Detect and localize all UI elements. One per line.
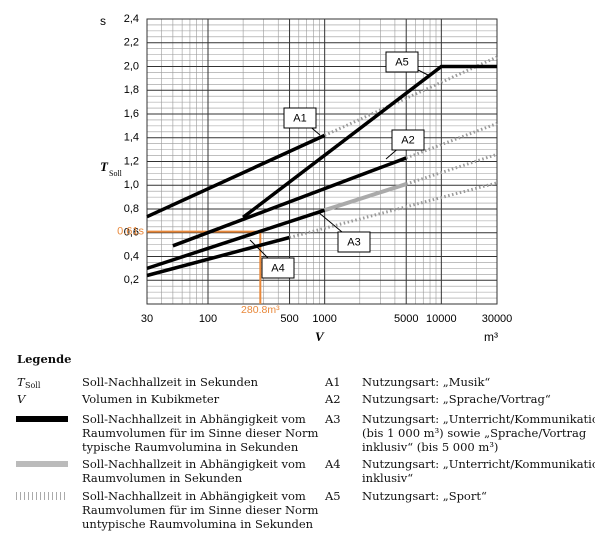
series-line — [146, 235, 290, 278]
series-label: A3 — [347, 236, 360, 248]
plot-frame — [146, 18, 498, 305]
y-tick-label: 0,6 — [124, 227, 139, 239]
x-tick-label: 30000 — [482, 313, 513, 325]
legend-symbol: A5 — [325, 489, 341, 503]
legend-symbol: A3 — [325, 412, 341, 426]
x-tick-label: 5000 — [394, 313, 418, 325]
callout-box — [385, 51, 419, 73]
legend-text: Nutzungsart: „Unterricht/Kommunikation — [362, 457, 595, 471]
y-tick-label: 0,2 — [124, 274, 139, 286]
callout-box — [391, 129, 425, 151]
series-line — [405, 122, 498, 160]
legend-text: Soll-Nachhallzeit in Abhängigkeit vom — [82, 412, 306, 426]
legend-text: (bis 1 000 m³) sowie „Sprache/Vortrag — [362, 426, 587, 440]
y-tick-label: 1,4 — [124, 132, 139, 144]
legend-swatch — [16, 492, 68, 500]
legend-symbol: V — [17, 392, 26, 406]
y-tick-label: 0,8 — [124, 203, 139, 215]
y-unit: s — [100, 14, 106, 28]
x-tick-label: 100 — [199, 313, 217, 325]
legend-text: Soll-Nachhallzeit in Abhängigkeit vom — [82, 457, 306, 471]
legend-symbol: A2 — [325, 392, 341, 406]
x-tick-label: 1000 — [312, 313, 336, 325]
annotation-label: 0.61s — [117, 225, 144, 237]
legend-text: Volumen in Kubikmeter — [82, 392, 220, 406]
x-tick-label: 10000 — [426, 313, 457, 325]
legend: Legende T Soll Soll-Nachhallzeit in Sekund… — [0, 345, 595, 555]
legend-symbol: A1 — [325, 375, 341, 389]
legend-text: typische Raumvolumina in Sekunden — [82, 440, 299, 454]
series-label: A1 — [293, 112, 306, 124]
x-symbol: V — [315, 329, 325, 344]
legend-text: Raumvolumen für im Sinne dieser Norm — [82, 426, 319, 440]
y-tick-label: 2,2 — [124, 37, 139, 49]
legend-swatch — [16, 416, 68, 422]
legend-text: Soll-Nachhallzeit in Sekunden — [82, 375, 259, 389]
legend-swatch — [16, 461, 68, 467]
x-unit: m³ — [484, 330, 498, 344]
series-label: A4 — [271, 262, 284, 274]
y-tick-label: 2,0 — [124, 60, 139, 72]
x-tick-label: 30 — [141, 313, 153, 325]
y-tick-label: 1,2 — [124, 155, 139, 167]
y-tick-label: 1,0 — [124, 179, 139, 191]
y-tick-label: 1,6 — [124, 108, 139, 120]
legend-text: Nutzungsart: „Sport“ — [362, 489, 487, 503]
series-line — [324, 182, 407, 213]
legend-symbol-sub: Soll — [25, 381, 41, 390]
legend-text: inklusiv“ (bis 5 000 m³) — [362, 440, 499, 454]
series-label: A5 — [395, 56, 408, 68]
annotation-label: 280.8m³ — [241, 304, 280, 316]
series-line — [172, 156, 407, 248]
legend-text: Nutzungsart: „Musik“ — [362, 375, 491, 389]
x-tick-label: 500 — [280, 313, 298, 325]
legend-text: Nutzungsart: „Unterricht/Kommunikation“ — [362, 412, 595, 426]
y-symbol: T — [100, 159, 109, 174]
y-symbol-sub: Soll — [109, 169, 123, 178]
callout-box — [261, 257, 295, 279]
legend-text: Raumvolumen für im Sinne dieser Norm — [82, 503, 319, 517]
legend-text: Soll-Nachhallzeit in Abhängigkeit vom — [82, 489, 306, 503]
y-tick-label: 0,4 — [124, 250, 139, 262]
y-tick-label: 2,4 — [124, 13, 139, 25]
y-tick-label: 1,8 — [124, 84, 139, 96]
series-line — [242, 64, 497, 219]
series-line — [146, 208, 326, 271]
legend-title: Legende — [17, 352, 72, 366]
legend-text: inklusiv“ — [362, 471, 414, 485]
legend-text: Nutzungsart: „Sprache/Vortrag“ — [362, 392, 551, 406]
callout-box — [337, 231, 371, 253]
legend-text: Raumvolumen in Sekunden — [82, 471, 243, 485]
legend-text: untypische Raumvolumina in Sekunden — [82, 517, 314, 531]
legend-symbol: T — [17, 375, 25, 389]
callout-box — [283, 107, 317, 129]
series-label: A2 — [401, 134, 414, 146]
series-line — [146, 133, 326, 219]
chart: s T Soll V m³ 30 100 500 1000 5000 10000 30000… — [100, 13, 513, 344]
legend-symbol: A4 — [325, 457, 341, 471]
